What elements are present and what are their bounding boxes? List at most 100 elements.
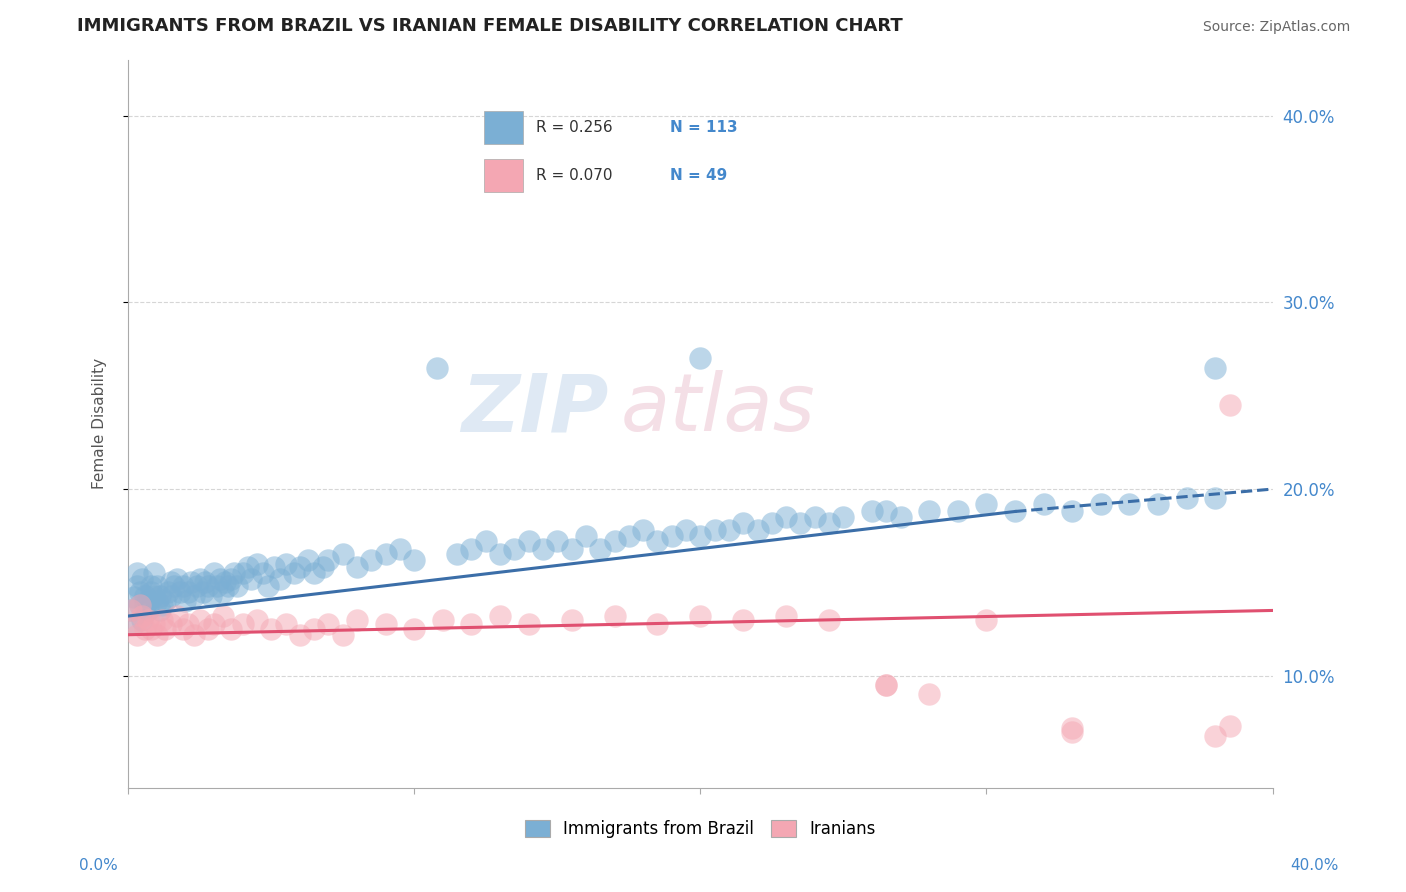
Point [332, 548, 354, 562]
Point [131, 609, 153, 624]
Point [211, 609, 233, 624]
Point [789, 516, 811, 530]
Point [120, 603, 142, 617]
Point [890, 510, 912, 524]
Point [603, 609, 626, 624]
Point [174, 594, 197, 608]
Y-axis label: Female Disability: Female Disability [93, 359, 107, 490]
Point [1175, 491, 1198, 506]
Point [186, 579, 208, 593]
Text: Source: ZipAtlas.com: Source: ZipAtlas.com [1202, 21, 1350, 34]
Point [232, 616, 254, 631]
Point [240, 572, 263, 586]
Point [283, 566, 305, 580]
Point [131, 572, 153, 586]
Point [775, 609, 797, 624]
Point [1204, 491, 1226, 506]
Point [142, 566, 165, 580]
Point [1118, 497, 1140, 511]
Point [160, 589, 183, 603]
Point [163, 579, 186, 593]
Point [202, 616, 225, 631]
Point [703, 523, 725, 537]
Point [122, 591, 145, 605]
Point [136, 594, 159, 608]
Text: 0.0%: 0.0% [79, 858, 118, 872]
Point [139, 579, 162, 593]
Point [918, 688, 941, 702]
Point [976, 497, 998, 511]
Point [238, 560, 260, 574]
Point [503, 541, 526, 556]
Point [1032, 497, 1054, 511]
Point [152, 613, 174, 627]
Point [818, 613, 841, 627]
Point [188, 613, 211, 627]
Point [1204, 360, 1226, 375]
Point [146, 579, 169, 593]
Point [374, 616, 396, 631]
Point [177, 584, 200, 599]
Point [1062, 504, 1084, 518]
Point [134, 598, 156, 612]
Point [252, 566, 274, 580]
Point [575, 529, 598, 543]
Point [647, 534, 669, 549]
Point [426, 360, 449, 375]
Point [661, 529, 683, 543]
Point [546, 534, 568, 549]
Text: IMMIGRANTS FROM BRAZIL VS IRANIAN FEMALE DISABILITY CORRELATION CHART: IMMIGRANTS FROM BRAZIL VS IRANIAN FEMALE… [77, 17, 903, 35]
Point [561, 541, 583, 556]
Point [142, 616, 165, 631]
Point [225, 579, 247, 593]
Point [211, 584, 233, 599]
Point [152, 598, 174, 612]
Point [166, 572, 188, 586]
Point [260, 622, 283, 636]
Point [374, 548, 396, 562]
Point [875, 678, 897, 692]
Point [346, 613, 368, 627]
Point [246, 613, 269, 627]
Point [1090, 497, 1112, 511]
Legend: Immigrants from Brazil, Iranians: Immigrants from Brazil, Iranians [519, 814, 883, 845]
Point [775, 510, 797, 524]
Point [122, 616, 145, 631]
Point [131, 613, 153, 627]
Point [205, 579, 228, 593]
Point [404, 553, 426, 567]
Point [194, 575, 217, 590]
Point [257, 579, 280, 593]
Text: 40.0%: 40.0% [1291, 858, 1339, 872]
Point [761, 516, 783, 530]
Point [146, 628, 169, 642]
Point [139, 584, 162, 599]
Point [246, 557, 269, 571]
Point [197, 622, 219, 636]
Point [832, 510, 855, 524]
Point [146, 594, 169, 608]
Point [219, 622, 242, 636]
Point [134, 589, 156, 603]
Point [860, 504, 883, 518]
Point [269, 572, 291, 586]
Point [202, 566, 225, 580]
Point [219, 572, 242, 586]
Point [346, 560, 368, 574]
Point [875, 678, 897, 692]
Point [191, 584, 214, 599]
Point [288, 560, 311, 574]
Point [274, 616, 297, 631]
Point [318, 616, 340, 631]
Point [172, 579, 194, 593]
Point [183, 628, 205, 642]
Point [460, 541, 482, 556]
Point [603, 534, 626, 549]
Point [125, 579, 148, 593]
Point [517, 534, 540, 549]
Point [169, 584, 191, 599]
Point [200, 589, 222, 603]
Point [332, 628, 354, 642]
Point [125, 628, 148, 642]
Point [733, 516, 755, 530]
